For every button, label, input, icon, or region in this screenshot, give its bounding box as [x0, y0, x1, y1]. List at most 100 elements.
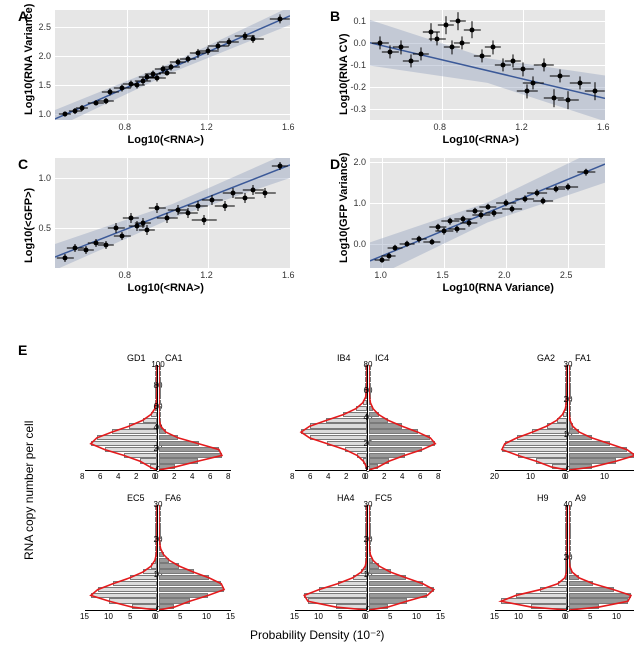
hist-FA1: FA101020: [569, 365, 634, 470]
hist-x-axis: [85, 610, 157, 611]
data-point: [565, 184, 570, 189]
data-point: [479, 213, 484, 218]
hist-x-tick: 8: [436, 472, 440, 481]
hist-x-tick: 15: [490, 612, 499, 621]
data-point: [216, 43, 221, 48]
hist-x-axis: [159, 470, 231, 471]
data-point: [134, 83, 139, 88]
hist-title: IC4: [375, 353, 389, 363]
hist-bar: [338, 581, 367, 586]
hist-title: GD1: [127, 353, 146, 363]
hist-bar: [558, 581, 567, 586]
data-point: [454, 227, 459, 232]
hist-bar: [159, 505, 161, 510]
hist-x-tick: 5: [338, 612, 342, 621]
plot-area: [370, 10, 605, 120]
data-point: [380, 257, 385, 262]
hist-bar: [502, 447, 567, 452]
y-tick: 0.1: [342, 16, 366, 26]
data-point: [449, 45, 454, 50]
hist-bar: [159, 423, 161, 428]
hist-x-tick: 10: [612, 612, 621, 621]
data-point: [566, 98, 571, 103]
data-point: [263, 191, 268, 196]
x-tick: 2.0: [498, 270, 511, 280]
hist-x-axis: [369, 470, 441, 471]
hist-bar: [540, 587, 567, 592]
hist-bar: [569, 394, 571, 399]
hist-x-tick: 15: [290, 612, 299, 621]
data-point: [511, 58, 516, 63]
hist-bar: [369, 412, 379, 417]
data-point: [63, 112, 68, 117]
hist-bar: [569, 569, 572, 574]
data-point: [165, 70, 170, 75]
hist-bar: [569, 546, 571, 551]
hist-bar: [357, 453, 367, 458]
hist-x-tick: 8: [290, 472, 294, 481]
data-point: [210, 198, 215, 203]
hist-bar: [159, 400, 161, 405]
data-point: [436, 225, 441, 230]
hist-x-tick: 8: [226, 472, 230, 481]
data-point: [378, 41, 383, 46]
hist-x-axis: [85, 470, 157, 471]
hist-pair-2: GA2010203001020FA101020: [495, 365, 634, 470]
hist-bar: [569, 598, 628, 603]
x-tick: 1.5: [436, 270, 449, 280]
hist-FA6: FA6051015: [159, 505, 231, 610]
x-tick: 1.2: [200, 122, 213, 132]
hist-bar: [369, 523, 371, 528]
hist-title: FA1: [575, 353, 591, 363]
data-point: [104, 243, 109, 248]
hist-x-tick: 5: [588, 612, 592, 621]
data-point: [196, 51, 201, 56]
data-point: [230, 191, 235, 196]
hist-bar: [159, 429, 166, 434]
hist-bar: [159, 447, 219, 452]
data-point: [551, 96, 556, 101]
hist-x-tick: 20: [490, 472, 499, 481]
hist-bar: [569, 505, 571, 510]
hist-bar: [159, 406, 161, 411]
data-point: [120, 234, 125, 239]
hist-bar: [159, 593, 208, 598]
hist-bar: [369, 377, 371, 382]
hist-x-axis: [569, 470, 634, 471]
data-point: [226, 39, 231, 44]
hist-x-tick: 0: [154, 612, 158, 621]
data-point: [386, 253, 391, 258]
data-point: [578, 80, 583, 85]
hist-bar: [569, 377, 571, 382]
data-point: [155, 76, 160, 81]
data-point: [134, 224, 139, 229]
hist-y-axis: [157, 505, 158, 610]
hist-pair-0: GD102040608010002468CA102468: [85, 365, 245, 470]
hist-bar: [569, 365, 571, 370]
data-point: [500, 63, 505, 68]
hist-x-axis: [295, 470, 367, 471]
hist-bar: [369, 569, 391, 574]
x-tick: 1.2: [515, 122, 528, 132]
hist-bar: [159, 552, 164, 557]
hist-bar: [113, 581, 157, 586]
data-point: [144, 228, 149, 233]
hist-bar: [159, 540, 161, 545]
hist-x-tick: 15: [226, 612, 235, 621]
hist-bar: [569, 429, 579, 434]
data-point: [63, 256, 68, 261]
hist-bar: [319, 587, 367, 592]
hist-x-axis: [369, 610, 441, 611]
hist-x-tick: 6: [98, 472, 102, 481]
hist-bar: [569, 400, 571, 405]
hist-x-tick: 6: [418, 472, 422, 481]
hist-title: H9: [537, 493, 549, 503]
hist-bar: [369, 365, 371, 370]
hist-bar: [159, 418, 161, 423]
hist-x-tick: 15: [80, 612, 89, 621]
hist-bar: [159, 464, 175, 469]
hist-bar: [159, 412, 161, 417]
y-axis-label: Log10(<GFP>): [23, 187, 35, 262]
hist-bar: [98, 587, 157, 592]
hist-x-tick: 4: [326, 472, 330, 481]
